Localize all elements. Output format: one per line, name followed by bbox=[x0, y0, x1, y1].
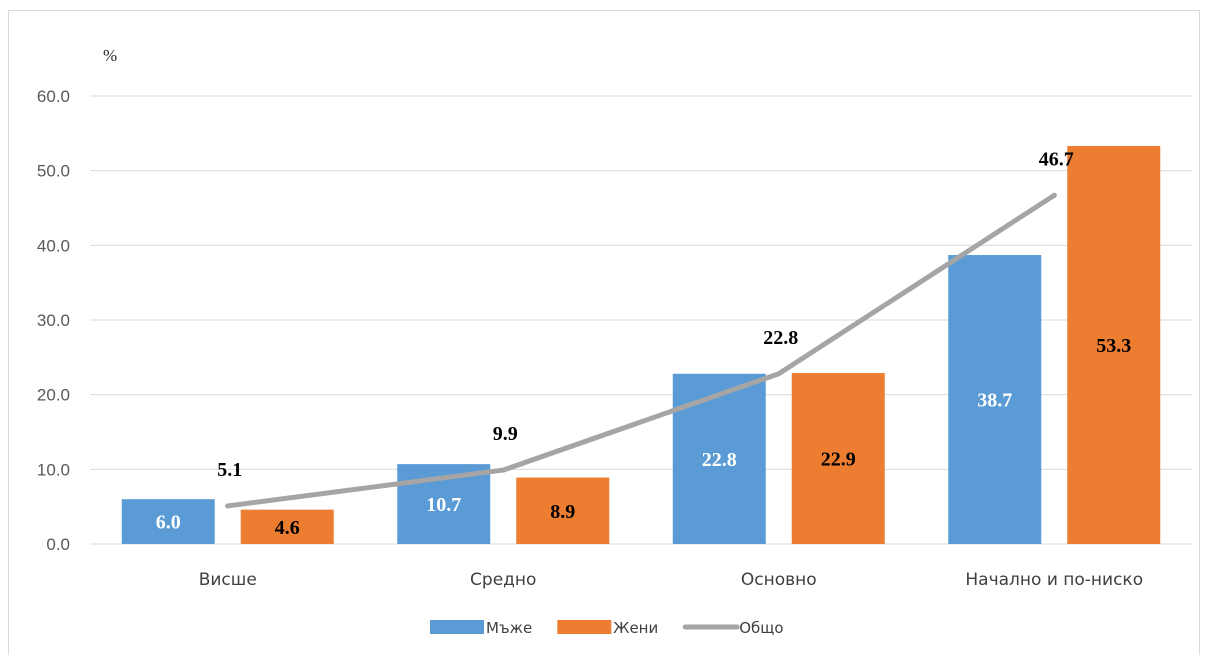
y-tick-label: 60.0 bbox=[37, 87, 70, 106]
bar-data-label: 8.9 bbox=[550, 501, 575, 523]
line-data-label: 22.8 bbox=[763, 327, 798, 349]
total-line-path bbox=[225, 192, 1057, 509]
line-point bbox=[776, 371, 782, 377]
x-category-label: Основно bbox=[741, 570, 817, 590]
legend-label: Мъже bbox=[486, 619, 532, 637]
bar bbox=[672, 373, 766, 544]
x-category-label: Начално и по-ниско bbox=[965, 570, 1143, 590]
legend-swatch bbox=[557, 620, 612, 634]
data-labels: 6.0 4.6 10.7 8.9 22.8 22.9 38.7 53.3 5.1 9.9 22.8 4… bbox=[156, 148, 1132, 539]
y-tick-label: 40.0 bbox=[37, 236, 70, 255]
bar-data-label: 22.8 bbox=[702, 449, 737, 471]
y-tick-label: 0.0 bbox=[46, 535, 70, 554]
total-line bbox=[225, 192, 1057, 509]
y-tick-label: 10.0 bbox=[37, 460, 70, 479]
bar bbox=[791, 373, 885, 544]
bars bbox=[121, 146, 1161, 545]
legend: Мъже Жени Общо bbox=[430, 619, 784, 637]
line-data-label: 5.1 bbox=[217, 459, 242, 481]
legend-label: Общо bbox=[739, 619, 783, 637]
y-tick-label: 20.0 bbox=[37, 386, 70, 405]
line-point bbox=[1051, 192, 1057, 198]
bar-data-label: 10.7 bbox=[426, 494, 461, 516]
legend-swatch bbox=[430, 620, 484, 634]
bar bbox=[516, 477, 610, 544]
bar-data-label: 53.3 bbox=[1096, 335, 1131, 357]
line-data-label: 46.7 bbox=[1039, 148, 1074, 170]
line-data-label: 9.9 bbox=[493, 423, 518, 445]
y-tick-label: 50.0 bbox=[37, 162, 70, 181]
bar bbox=[240, 509, 334, 544]
bar-data-label: 4.6 bbox=[275, 517, 300, 539]
bar bbox=[948, 255, 1042, 545]
line-point bbox=[500, 467, 506, 473]
bar bbox=[1067, 146, 1161, 544]
bar-data-label: 38.7 bbox=[977, 390, 1012, 412]
x-category-label: Висше bbox=[199, 570, 257, 590]
x-axis-categories: Висше Средно Основно Начално и по-ниско bbox=[199, 570, 1143, 590]
y-tick-label: 30.0 bbox=[37, 311, 70, 330]
x-category-label: Средно bbox=[470, 570, 536, 590]
bar-data-label: 6.0 bbox=[156, 512, 181, 534]
line-point bbox=[225, 503, 231, 509]
y-axis-unit: % bbox=[103, 46, 117, 65]
y-axis-ticks: 0.0 10.0 20.0 30.0 40.0 50.0 60.0 bbox=[37, 87, 70, 554]
legend-label: Жени bbox=[613, 619, 658, 637]
bar bbox=[121, 499, 215, 544]
bar-data-label: 22.9 bbox=[821, 449, 856, 471]
